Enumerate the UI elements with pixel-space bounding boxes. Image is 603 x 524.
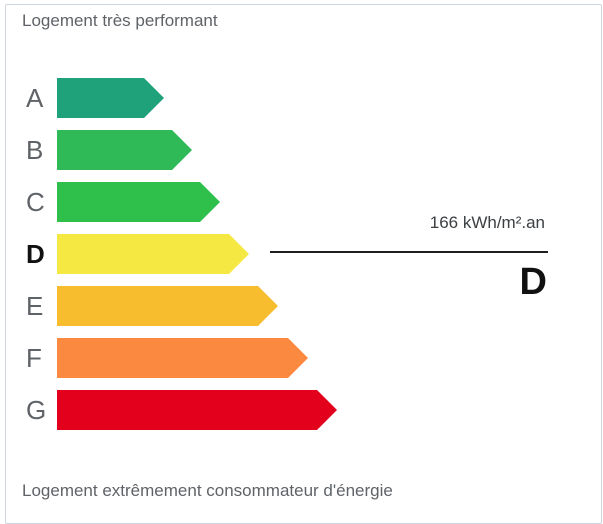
energy-class-row-a: A (6, 78, 601, 118)
bottom-caption: Logement extrêmement consommateur d'éner… (22, 481, 393, 500)
energy-class-row-b: B (6, 130, 601, 170)
energy-class-letter: G (26, 395, 47, 425)
energy-class-letter: D (26, 239, 45, 269)
energy-class-letter: C (26, 187, 45, 217)
energy-consumption-value: 166 kWh/m².an (429, 213, 545, 232)
energy-class-bar-a (57, 78, 164, 118)
energy-class-bar-f (57, 338, 308, 378)
energy-class-row-f: F (6, 338, 601, 378)
energy-class-letter: E (26, 291, 44, 321)
selected-class-indicator-line (270, 251, 548, 253)
energy-class-bar-d (57, 234, 249, 274)
energy-class-letter: B (26, 135, 44, 165)
energy-class-row-g: G (6, 390, 601, 430)
energy-class-bar-c (57, 182, 220, 222)
selected-energy-class: D (519, 261, 547, 303)
energy-class-row-d: D (6, 234, 601, 274)
top-caption: Logement très performant (22, 11, 218, 30)
energy-class-row-e: E (6, 286, 601, 326)
energy-class-row-c: C (6, 182, 601, 222)
energy-rating-card: Logement très performant A B C D E F G 1… (5, 4, 602, 524)
energy-class-bar-e (57, 286, 278, 326)
energy-class-bar-g (57, 390, 337, 430)
energy-class-letter: F (26, 343, 42, 373)
energy-class-bar-b (57, 130, 192, 170)
energy-class-letter: A (26, 83, 44, 113)
